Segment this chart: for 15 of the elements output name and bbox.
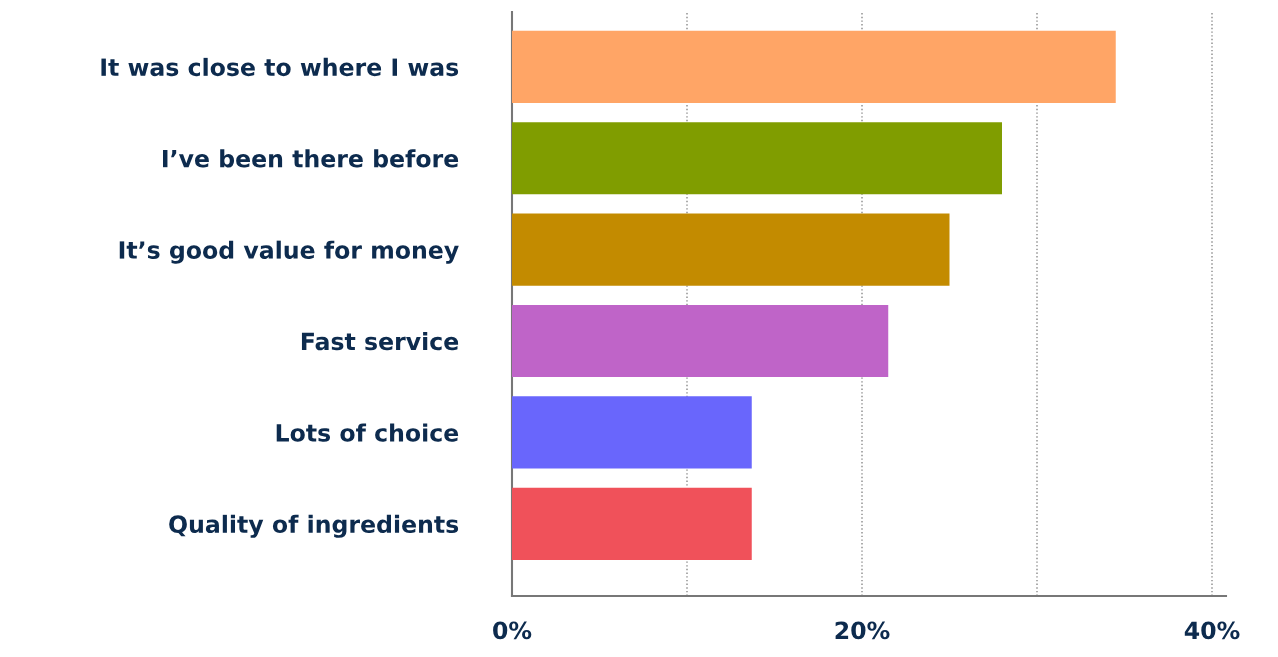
bar: [512, 122, 1002, 195]
x-tick-label: 40%: [1184, 621, 1240, 640]
y-tick-label: Quality of ingredients: [169, 514, 459, 538]
bar: [512, 487, 752, 560]
bar: [512, 213, 950, 286]
y-tick-label: It was close to where I was: [101, 57, 459, 77]
bar: [512, 30, 1116, 103]
y-tick-label: Lots of choice: [276, 423, 459, 442]
y-tick-label: I’ve been there before: [163, 149, 459, 168]
y-tick-label: Fast service: [301, 332, 459, 351]
bar: [512, 304, 889, 378]
y-tick-label: It’s good value for money: [119, 240, 459, 264]
x-tick-label: 20%: [835, 621, 890, 640]
bar: [512, 396, 752, 469]
x-tick-label: 0%: [493, 621, 532, 640]
